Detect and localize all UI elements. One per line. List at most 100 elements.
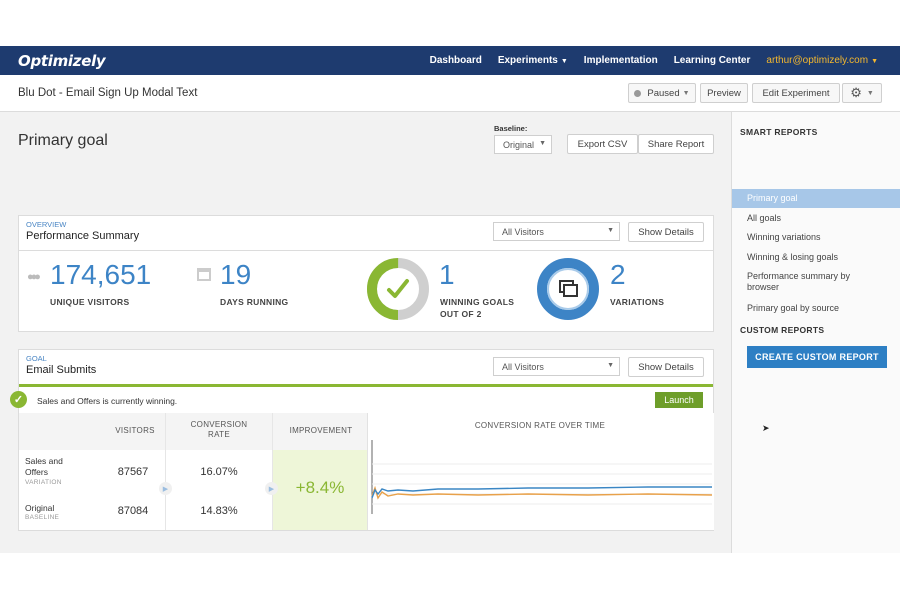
show-details-button[interactable]: Show Details <box>628 222 704 242</box>
goal-show-details-button[interactable]: Show Details <box>628 357 704 377</box>
row-name-line2: Offers <box>25 467 48 477</box>
sidebar-item-performance-by-browser[interactable]: Performance summary by browser <box>747 271 851 292</box>
caret-down-icon: ▼ <box>607 227 614 234</box>
nav-dashboard[interactable]: Dashboard <box>429 55 482 66</box>
baseline-series-line <box>371 485 712 500</box>
goal-eyebrow: GOAL <box>26 354 47 363</box>
edit-experiment-button[interactable]: Edit Experiment <box>752 83 840 103</box>
variations-label: VARIATIONS <box>610 297 665 307</box>
check-circle-icon: ✓ <box>10 391 27 408</box>
chart-panel <box>367 413 714 530</box>
winning-indicator-bar <box>19 384 713 387</box>
col-divider <box>165 413 166 530</box>
col-conversion-line1: CONVERSION <box>190 420 248 429</box>
baseline-label: Baseline: <box>494 124 528 133</box>
performance-summary-title: Performance Summary <box>26 230 140 242</box>
sidebar-item-winning-losing-goals[interactable]: Winning & losing goals <box>747 252 839 262</box>
days-running-value: 19 <box>220 259 252 290</box>
nav-implementation[interactable]: Implementation <box>583 55 658 66</box>
share-report-button[interactable]: Share Report <box>638 134 714 154</box>
goal-title: Email Submits <box>26 364 97 376</box>
status-dot-icon <box>634 89 642 97</box>
col-conversion-line2: RATE <box>208 430 230 439</box>
status-dropdown[interactable]: Paused ▼ <box>628 83 696 103</box>
improvement-cell <box>273 450 367 530</box>
launch-button[interactable]: Launch <box>655 392 703 408</box>
row-name-line1: Sales and <box>25 456 63 466</box>
sidebar-item-all-goals[interactable]: All goals <box>747 213 782 223</box>
variations-donut <box>537 258 599 320</box>
checkmark-icon <box>387 279 409 298</box>
calendar-icon <box>197 268 211 281</box>
goal-audience-select[interactable]: All Visitors ▼ <box>493 357 620 376</box>
smart-reports-heading: SMART REPORTS <box>740 127 818 137</box>
nav-experiments[interactable]: Experiments ▼ <box>498 55 568 66</box>
row-name-variation: Sales and Offers <box>25 456 63 478</box>
expand-arrow-icon[interactable]: ▶ <box>159 482 172 495</box>
winning-goals-donut <box>367 258 429 320</box>
caret-down-icon: ▼ <box>539 140 546 147</box>
row-visitors-baseline: 87084 <box>117 505 149 517</box>
logo[interactable]: Optimizely <box>18 52 106 70</box>
col-conversion-rate: CONVERSION RATE <box>169 420 269 440</box>
improvement-value: +8.4% <box>295 478 345 497</box>
mouse-cursor-icon: ➤ <box>762 423 770 433</box>
preview-button[interactable]: Preview <box>700 83 748 103</box>
conversion-rate-chart <box>371 440 712 514</box>
user-email: arthur@optimizely.com <box>766 55 869 66</box>
visitors-icon: ●●● <box>27 271 41 283</box>
top-nav: Optimizely Dashboard Experiments ▼ Implem… <box>0 46 900 75</box>
custom-reports-heading: CUSTOM REPORTS <box>740 325 825 335</box>
caret-down-icon: ▼ <box>560 58 568 65</box>
goal-card-header: GOAL Email Submits All Visitors ▼ Show D… <box>19 350 713 385</box>
baseline-select[interactable]: Original ▼ <box>494 135 552 154</box>
goal-card: GOAL Email Submits All Visitors ▼ Show D… <box>10 349 714 531</box>
row-visitors-variation: 87567 <box>117 466 149 478</box>
col-divider <box>272 413 273 530</box>
days-running-label: DAYS RUNNING <box>220 297 289 307</box>
donut-fill <box>367 258 429 320</box>
winning-banner: ✓ Sales and Offers is currently winning.… <box>10 387 713 413</box>
audience-select[interactable]: All Visitors ▼ <box>493 222 620 241</box>
row-tag-baseline: BASELINE <box>25 514 60 521</box>
user-menu[interactable]: arthur@optimizely.com ▼ <box>766 55 878 66</box>
expand-arrow-icon[interactable]: ▶ <box>265 482 278 495</box>
caret-down-icon: ▼ <box>866 89 874 97</box>
row-name-baseline: Original <box>25 503 55 513</box>
table-header <box>19 413 367 450</box>
sidebar-item-winning-variations[interactable]: Winning variations <box>747 232 821 242</box>
app-window: Optimizely Dashboard Experiments ▼ Implem… <box>0 46 900 553</box>
col-conversion-over-time: CONVERSION RATE OVER TIME <box>474 421 606 430</box>
caret-down-icon: ▼ <box>607 362 614 369</box>
page-title: Primary goal <box>18 132 108 149</box>
row-rate-variation: 16.07% <box>200 466 238 478</box>
unique-visitors-value: 174,651 <box>50 259 152 290</box>
goal-audience-value: All Visitors <box>502 361 544 372</box>
variations-value: 2 <box>610 259 626 290</box>
reports-sidebar: SMART REPORTS Primary goal All goals Win… <box>731 112 900 553</box>
sidebar-item-primary-goal[interactable]: Primary goal <box>732 189 900 208</box>
gear-icon: ⚙ <box>850 85 862 100</box>
card-header: OVERVIEW Performance Summary All Visitor… <box>19 216 713 251</box>
row-tag-variation: VARIATION <box>25 479 62 486</box>
donut-inner-ring <box>547 268 589 310</box>
overview-eyebrow: OVERVIEW <box>26 220 67 229</box>
experiment-title: Blu Dot - Email Sign Up Modal Text <box>18 87 198 99</box>
caret-down-icon: ▼ <box>871 58 878 65</box>
col-visitors: VISITORS <box>115 426 155 435</box>
settings-button[interactable]: ⚙ ▼ <box>842 83 882 103</box>
winning-goals-label-line1: WINNING GOALS <box>440 297 515 307</box>
create-custom-report-button[interactable]: CREATE CUSTOM REPORT <box>747 346 887 368</box>
export-csv-button[interactable]: Export CSV <box>567 134 638 154</box>
baseline-value: Original <box>503 139 535 150</box>
col-improvement: IMPROVEMENT <box>289 426 353 435</box>
winning-goals-label-line2: OUT OF 2 <box>440 309 482 319</box>
experiment-header: Blu Dot - Email Sign Up Modal Text Pause… <box>0 75 900 112</box>
audience-value: All Visitors <box>502 226 544 237</box>
nav-experiments-label: Experiments <box>497 55 558 66</box>
status-label: Paused <box>647 87 680 99</box>
variations-icon-front <box>563 284 578 297</box>
winning-text: Sales and Offers is currently winning. <box>37 396 178 406</box>
sidebar-item-primary-goal-by-source[interactable]: Primary goal by source <box>747 303 840 313</box>
nav-learning-center[interactable]: Learning Center <box>673 55 751 66</box>
